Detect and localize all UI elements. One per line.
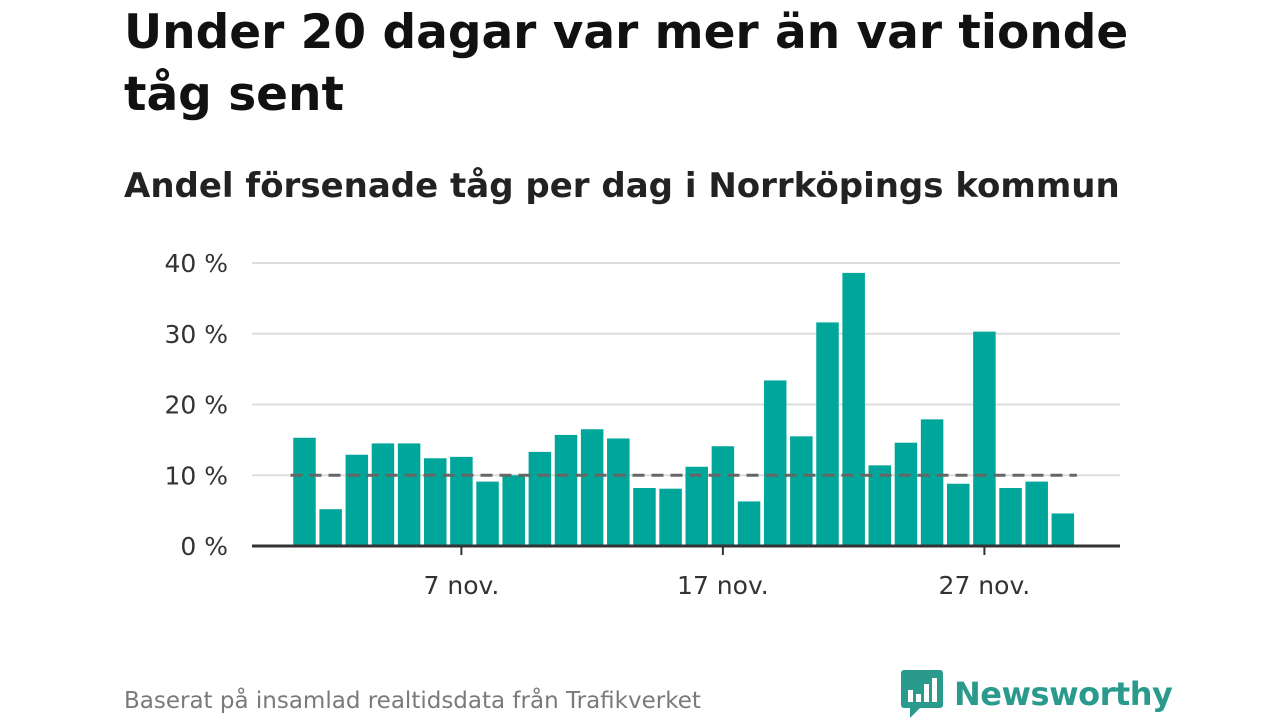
x-tick-label: 17 nov. <box>677 571 769 600</box>
bar <box>554 434 578 546</box>
bar <box>293 437 316 546</box>
chart-title: Under 20 dagar var mer än var tionde tåg… <box>124 5 1129 122</box>
bar <box>737 501 761 546</box>
bar <box>842 272 865 546</box>
x-tick-label: 27 nov. <box>939 571 1031 600</box>
bar <box>502 475 525 546</box>
bar <box>476 481 499 546</box>
bar <box>894 442 918 546</box>
bar <box>790 436 813 546</box>
bar <box>424 458 447 546</box>
bar <box>920 419 944 546</box>
bar <box>947 483 970 546</box>
bar <box>633 487 656 546</box>
bar <box>607 438 630 546</box>
bar <box>685 466 708 546</box>
source-note: Baserat på insamlad realtidsdata från Tr… <box>124 688 701 714</box>
x-tick-label: 7 nov. <box>424 571 500 600</box>
bar <box>371 443 395 546</box>
bar <box>711 446 735 546</box>
brand-logo: Newsworthy <box>900 668 1173 720</box>
bar <box>1025 481 1048 546</box>
bar <box>397 443 421 546</box>
y-tick-label: 0 % <box>180 532 228 561</box>
bar <box>1051 513 1075 546</box>
y-tick-label: 10 % <box>164 461 228 490</box>
y-tick-label: 20 % <box>164 391 228 420</box>
y-tick-label: 30 % <box>164 320 228 349</box>
bar <box>868 465 892 546</box>
brand-name: Newsworthy <box>954 675 1173 713</box>
bar <box>973 331 996 546</box>
bar <box>319 509 342 546</box>
y-tick-label: 40 % <box>164 249 228 278</box>
bar <box>999 487 1022 546</box>
newsworthy-logo-icon <box>901 670 943 718</box>
bar <box>528 451 552 546</box>
bar <box>763 380 787 546</box>
bar <box>816 322 839 546</box>
bar <box>345 454 369 546</box>
bar <box>659 488 682 546</box>
bar <box>580 429 604 546</box>
bar <box>450 456 473 546</box>
chart-subtitle: Andel försenade tåg per dag i Norrköping… <box>124 166 1120 206</box>
